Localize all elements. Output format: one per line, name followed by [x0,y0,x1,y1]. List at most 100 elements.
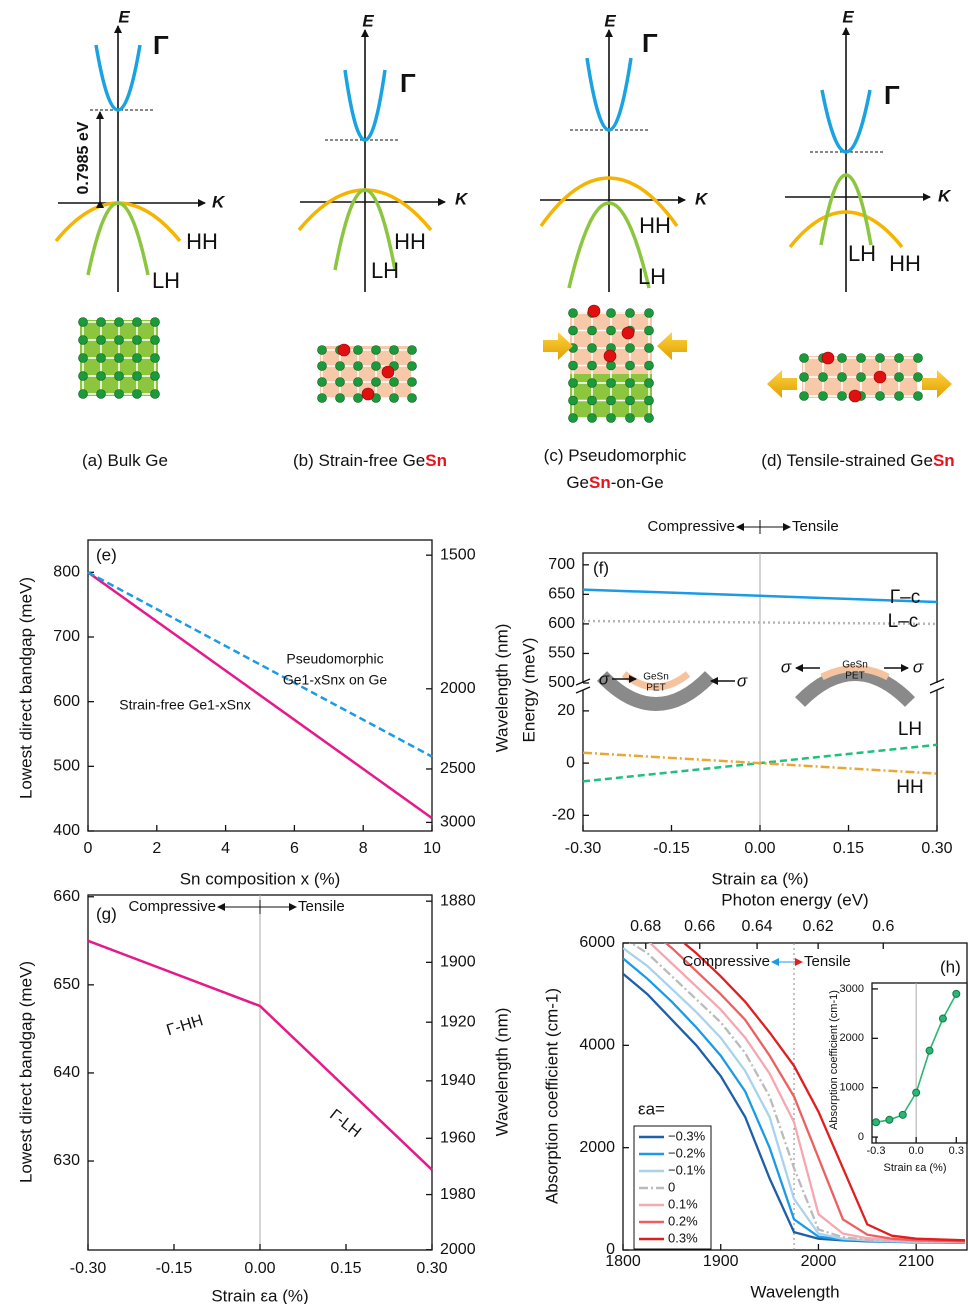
series-label: Strain-free Ge1-xSnx [119,697,251,713]
legend-label: −0.1% [668,1162,706,1177]
ge-atom [568,378,578,388]
y-tick-label: 3000 [840,983,864,995]
series-line [87,571,433,820]
caption-part: (b) Strain-free Ge [293,451,425,470]
sigma-label: σ [737,671,748,690]
film-label: GeSn [842,660,868,671]
x-tick-label: -0.3 [867,1145,886,1157]
ge-atom [568,325,578,336]
ge-atom [606,325,616,336]
ge-atom [799,353,809,363]
ge-atom [371,361,381,371]
ge-atom [335,393,345,403]
ge-atom [114,317,124,327]
x-tick-label: 0 [84,840,93,857]
y-tick-label: 500 [53,758,80,775]
stress-arrow [922,370,952,398]
y2-tick-label: 1900 [440,954,476,971]
ge-atom [317,377,327,387]
ge-atom [407,393,417,403]
y-tick-label: 0 [566,754,575,771]
pet-substrate [795,667,915,708]
y2-tick-label: 2000 [440,680,476,697]
caption: (c) Pseudomorphic [544,446,687,465]
ge-atom [606,360,616,371]
ge-atom [353,393,363,403]
x-tick-label: 0.15 [833,840,864,857]
legend-label: 0.3% [668,1230,698,1245]
y2-tick-label: 1500 [440,546,476,563]
ge-atom [837,391,847,401]
caption: (a) Bulk Ge [82,451,168,470]
series-label: LH [898,719,922,740]
y2-tick-label: 2500 [440,760,476,777]
ge-atom [587,360,597,371]
x2-axis-title: Photon energy (eV) [721,890,868,909]
x-tick-label: -0.15 [653,840,690,857]
ge-atom [96,371,106,381]
x-tick-label: 0.00 [244,1260,275,1277]
x-tick-label: 10 [423,840,441,857]
stress-arrow [657,332,687,360]
y2-tick-label: 1980 [440,1186,476,1203]
series-label: Ge1-xSnx on Ge [283,672,387,688]
y-tick-label: 2000 [840,1032,864,1044]
ge-atom [875,391,885,401]
sn-atom [337,343,351,357]
ge-atom [606,395,616,406]
ge-atom [568,395,578,406]
sn-atom [587,304,601,318]
ge-atom [335,361,345,371]
ge-atom [644,378,654,388]
ge-atom [389,345,399,355]
sn-atom [361,387,375,401]
x-tick-label: -0.15 [156,1260,193,1277]
legend-title: εa= [638,1099,665,1118]
inset-point [912,1088,921,1097]
ge-atom [644,308,654,318]
ge-atom [114,335,124,345]
ge-atom [625,413,635,423]
ge-atom [317,393,327,403]
y-tick-label: 20 [557,702,575,719]
ge-atom [78,335,88,345]
series-line [582,588,938,604]
x-tick-label: 0.15 [330,1260,361,1277]
y-tick-label: 700 [548,556,575,573]
ge-atom [799,372,809,382]
x-tick-label: -0.30 [70,1260,107,1277]
ge-atom [389,393,399,403]
tensile-label: Tensile [792,518,839,535]
ge-atom [568,413,578,423]
panel-label: (g) [96,904,117,923]
pet-substrate [596,671,716,711]
ge-atom [913,391,923,401]
compressive-label: Compressive [128,898,216,915]
sn-atom [848,389,862,403]
caption-part: (d) Tensile-strained Ge [761,451,933,470]
ge-atom [132,353,142,363]
x-tick-label: 2000 [801,1253,837,1270]
ge-atom [389,377,399,387]
ge-atom [78,317,88,327]
ge-atom [317,361,327,371]
gamma-band [820,89,872,154]
gamma-label: Γ [153,30,169,60]
sn-atom [873,370,887,384]
ge-atom [625,343,635,353]
k-label: K [938,186,952,205]
x-tick-label: 8 [359,840,368,857]
gesn-film [820,665,890,681]
ge-atom [818,391,828,401]
y2-tick-label: 1960 [440,1130,476,1147]
inset-x-title: Strain εa (%) [884,1162,947,1174]
series-line [682,943,966,1242]
y-axis-title: Energy (meV) [519,638,538,743]
caption: (b) Strain-free GeSn [293,451,447,470]
lh-band [819,173,873,246]
ge-atom [96,317,106,327]
ge-atom [606,413,616,423]
gamma-label: Γ [400,68,416,98]
x2-tick-label: 0.68 [630,918,661,935]
